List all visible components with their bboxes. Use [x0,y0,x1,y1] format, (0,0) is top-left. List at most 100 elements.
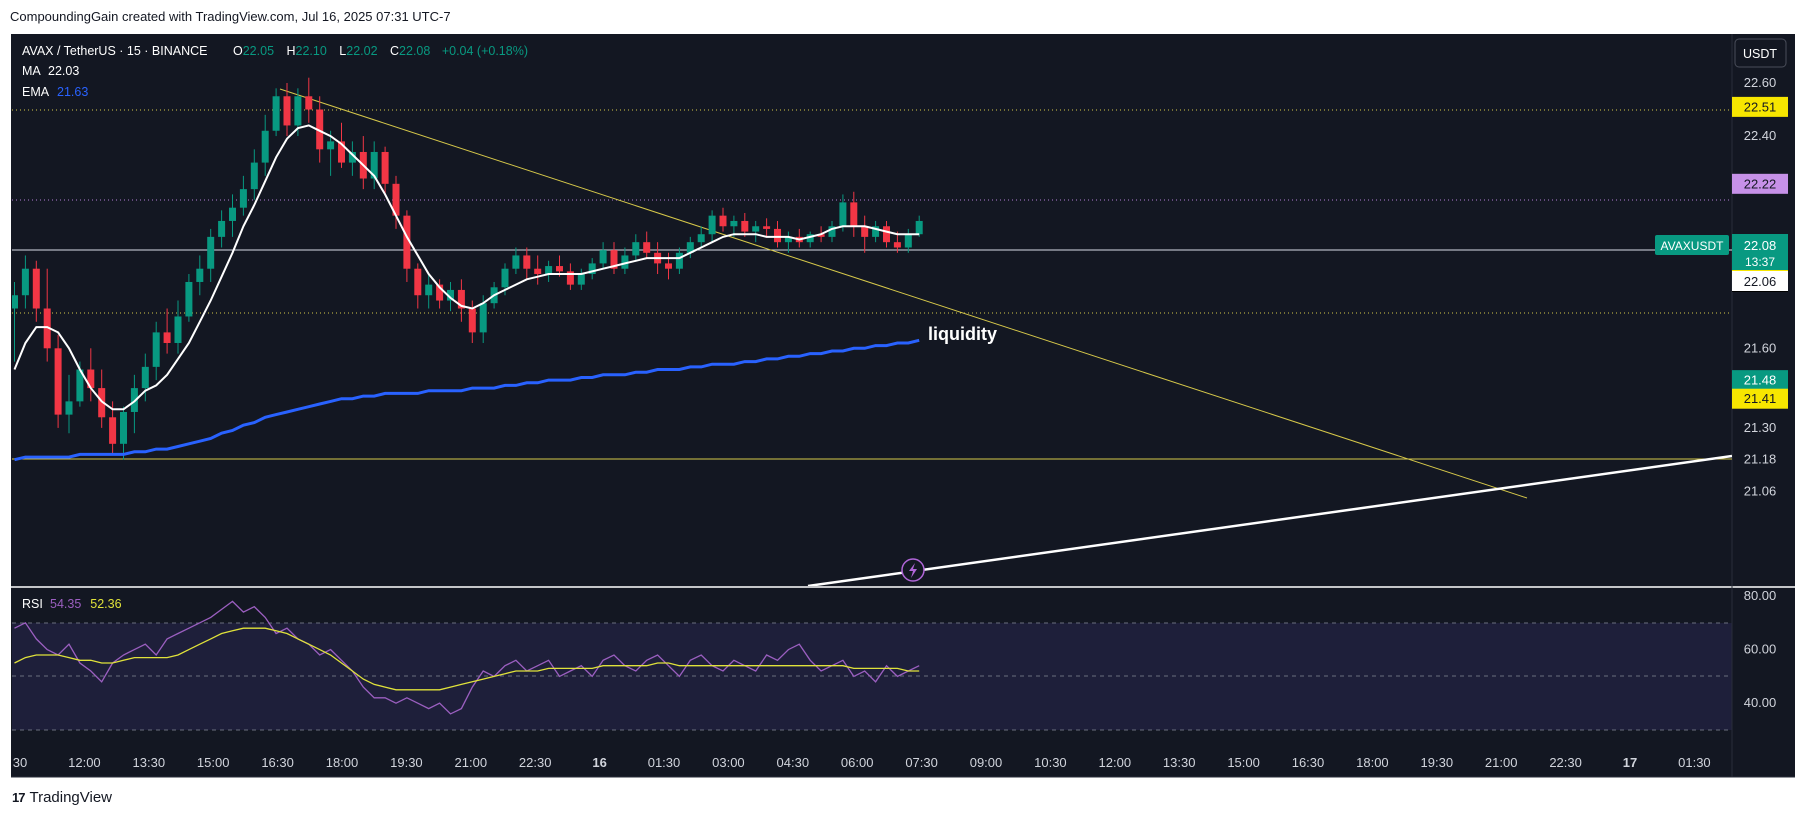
candle-body [447,289,454,301]
candle-body [566,271,574,285]
candle-body [261,130,269,163]
candle-body [675,252,683,269]
time-tick: 12:00 [68,755,101,770]
candle-body [883,226,890,243]
candle-body [784,236,792,243]
candle-body [621,255,629,269]
candle-body [207,236,215,269]
candle-body [893,242,901,248]
tradingview-logo-icon: 17 [12,790,26,805]
candle-body [32,268,40,309]
candle-body [21,268,29,296]
footer-brand[interactable]: 17 TradingView [12,789,112,806]
candle-body [577,274,585,285]
price-tick: 21.18 [1744,452,1777,467]
price-badge-text: 21.48 [1744,373,1777,388]
time-tick: 17 [1623,755,1637,770]
candle-body [697,234,705,243]
last-price-badge [1732,234,1788,270]
candle-body [457,289,465,309]
candle-body [523,255,531,269]
rsi-axis[interactable]: 80.00 60.00 40.00 [1744,588,1777,710]
candle-body [370,151,378,179]
countdown-text: 13:37 [1745,255,1775,269]
price-badge-text: 22.22 [1744,176,1777,191]
candle-body [185,281,193,317]
candle-body [730,220,738,227]
candle-body [741,220,749,232]
time-axis[interactable]: 30 12:00 13:30 15:00 16:30 18:00 19:30 21:00 22:… [13,755,1711,770]
time-tick: 13:30 [1163,755,1196,770]
ma-line [13,124,920,411]
price-axis[interactable]: 22.60 22.40 21.60 21.30 21.18 21.06 [1744,75,1777,499]
candle-body [43,308,51,349]
candle-body [817,234,825,237]
candle-body [599,250,607,264]
candle-body [828,226,836,237]
ema-legend[interactable]: EMA 21.63 [22,85,88,99]
price-badge-text: 21.41 [1744,391,1777,406]
price-badge [1732,96,1788,117]
candle-body [327,141,335,150]
time-tick: 01:30 [648,755,681,770]
candle-body [850,202,858,227]
rsi-tick: 80.00 [1744,588,1777,603]
candle-body [588,263,596,275]
rsi-tick: 40.00 [1744,695,1777,710]
attribution-text: CompoundingGain created with TradingView… [10,9,451,24]
currency-button[interactable] [1734,38,1787,68]
currency-label: USDT [1743,47,1777,61]
candle-body [87,369,95,389]
candle-body [250,162,258,190]
candle-body [316,109,324,150]
candle-body [163,332,171,343]
rsi-pane [12,600,1732,731]
main-pane: liquidity [12,77,1732,586]
price-tick: 22.60 [1744,75,1777,90]
symbol-badge-text: AVAXUSDT [1661,239,1725,253]
candle-body [512,255,520,269]
time-tick: 09:00 [970,755,1003,770]
time-tick: 15:00 [1227,755,1260,770]
descending-trendline[interactable] [279,88,1528,499]
candle-body [294,96,302,126]
ma-value-text: 22.06 [1744,274,1777,289]
candle-body [556,266,563,272]
candle-body [708,215,716,235]
candle-body [806,234,814,243]
time-tick: 04:30 [777,755,810,770]
last-price-text: 22.08 [1744,238,1777,253]
candle-body [752,226,760,232]
ma-legend[interactable]: MA 22.03 [22,64,79,78]
candle-body [686,242,694,253]
rsi-legend[interactable]: RSI 54.35 52.36 [22,597,122,611]
rsi-ma-line [14,627,920,691]
time-tick: 03:00 [712,755,745,770]
candle-body [479,303,487,333]
candle-body [501,268,509,288]
ascending-trendline[interactable] [807,454,1732,586]
candle-body [414,268,422,296]
candle-body [54,348,62,415]
candle-body [436,284,444,301]
ma-value-badge [1732,271,1788,291]
candle-body [381,151,389,184]
time-tick: 12:00 [1099,755,1132,770]
candle-body [632,242,640,256]
time-tick: 18:00 [1356,755,1389,770]
time-tick: 30 [13,755,27,770]
candle-body [12,295,18,309]
candle-body [904,234,912,248]
time-tick: 07:30 [905,755,938,770]
price-badge [1732,370,1788,391]
time-tick: 06:00 [841,755,874,770]
candle-body [425,284,433,296]
candle-body [719,215,727,227]
candle-body [218,220,226,237]
time-tick: 21:00 [1485,755,1518,770]
time-tick: 21:00 [455,755,488,770]
lightning-icon [909,563,917,578]
time-tick: 16:30 [261,755,294,770]
liquidity-annotation: liquidity [928,324,997,344]
